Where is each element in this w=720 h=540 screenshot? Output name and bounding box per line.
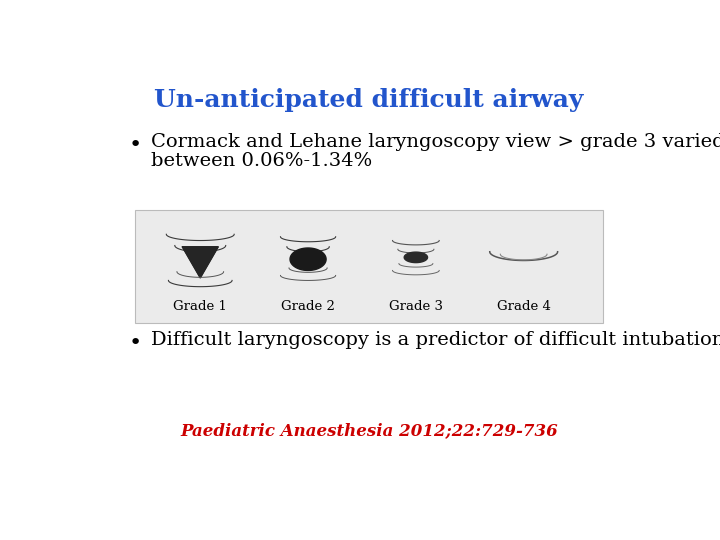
Text: •: • [129,333,143,353]
Text: •: • [129,136,143,156]
Text: Grade 2: Grade 2 [281,300,335,313]
Text: Difficult laryngoscopy is a predictor of difficult intubation: Difficult laryngoscopy is a predictor of… [151,331,720,349]
Text: Cormack and Lehane laryngoscopy view > grade 3 varied: Cormack and Lehane laryngoscopy view > g… [151,133,720,151]
Polygon shape [290,248,326,271]
Text: between 0.06%-1.34%: between 0.06%-1.34% [151,152,373,170]
Polygon shape [404,252,428,262]
Text: Grade 4: Grade 4 [497,300,551,313]
Polygon shape [182,247,218,278]
Text: Un-anticipated difficult airway: Un-anticipated difficult airway [154,87,584,112]
Text: Grade 1: Grade 1 [174,300,228,313]
Text: Grade 3: Grade 3 [389,300,443,313]
Text: Paediatric Anaesthesia 2012;22:729-736: Paediatric Anaesthesia 2012;22:729-736 [180,422,558,439]
FancyBboxPatch shape [135,210,603,322]
